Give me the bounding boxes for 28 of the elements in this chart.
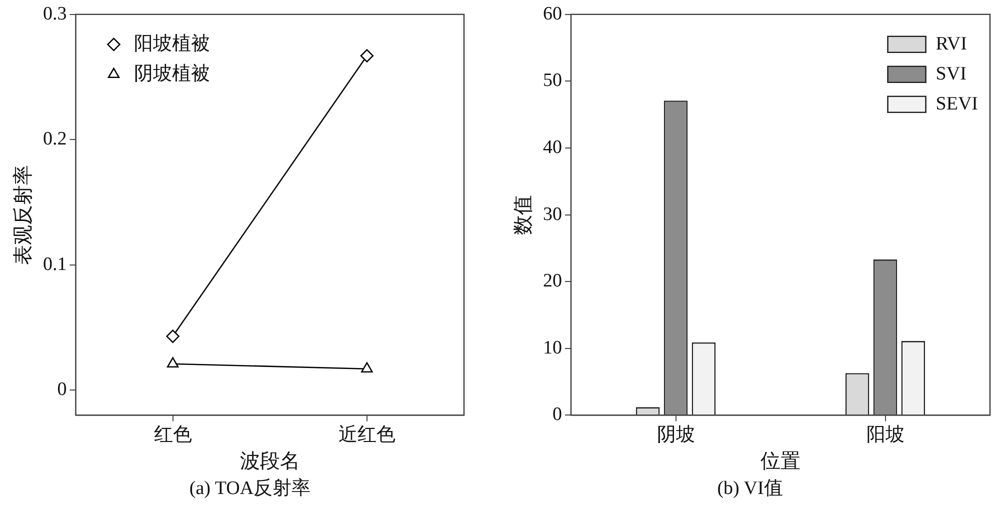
x-tick-label: 近红色 [338,424,396,446]
text: (a) TOA反射率 [188,478,312,500]
y-tick-label: 20 [543,270,562,292]
legend-label: 阳坡植被 [134,33,210,54]
point [166,330,180,343]
x-axis-title: 波段名 [240,450,300,472]
y-tick-label: 0.2 [43,128,67,150]
y-tick-label: 40 [543,136,562,158]
y-tick-label: 60 [543,3,562,24]
x-tick-label: 阴坡 [656,424,695,446]
y-tick-label: 0.1 [43,254,67,275]
legend-label: SVI [936,63,966,84]
y-tick-label: 0 [57,379,67,400]
y-tick-label: 30 [543,204,562,225]
y-tick-label: 0.3 [43,3,67,24]
y-tick-label: 0 [552,404,562,426]
point [360,49,374,62]
x-tick-label: 阳坡 [866,424,904,446]
legend-label: RVI [936,33,967,54]
y-tick-label: 50 [543,70,562,92]
y-axis-title: 表观反射率 [12,164,34,265]
legend-label: SEVI [936,93,978,114]
x-axis-title: 位置 [760,450,800,472]
legend-label: 阴坡植被 [134,63,210,84]
x-tick-label: 红色 [154,424,192,446]
y-axis-title: 数值 [512,194,534,235]
y-tick-label: 10 [543,337,562,358]
text: (b) VI值 [716,478,784,500]
